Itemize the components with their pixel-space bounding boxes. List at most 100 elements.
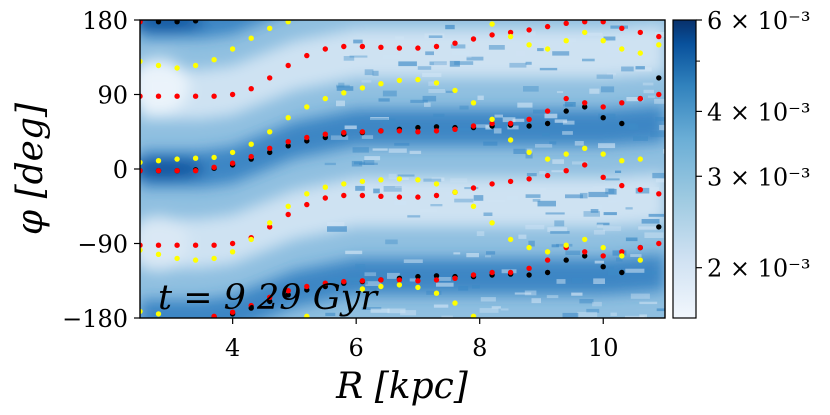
marker-black	[433, 124, 440, 130]
marker-red	[174, 242, 180, 248]
heatmap-noise-cell	[607, 200, 617, 203]
marker-red	[526, 265, 532, 271]
marker-red	[378, 128, 384, 134]
marker-red	[507, 29, 514, 36]
marker-red	[526, 116, 532, 123]
marker-red	[341, 192, 347, 199]
heatmap-noise-cell	[643, 89, 654, 94]
heatmap-noise-cell	[556, 91, 564, 94]
marker-yellow	[637, 156, 643, 162]
heatmap-noise-cell	[518, 234, 527, 239]
marker-yellow	[155, 158, 162, 164]
marker-black	[582, 104, 588, 110]
marker-yellow	[192, 62, 199, 69]
marker-red	[304, 52, 310, 59]
heatmap-noise-cell	[361, 208, 375, 212]
heatmap-noise-cell	[596, 74, 613, 79]
heatmap-noise-cell	[531, 298, 541, 304]
marker-yellow	[600, 151, 606, 157]
marker-yellow	[211, 154, 217, 161]
heatmap-noise-cell	[423, 178, 442, 182]
y-tick-label: −90	[77, 231, 128, 259]
marker-yellow	[155, 251, 162, 257]
heatmap-noise-cell	[464, 52, 472, 58]
marker-red	[489, 181, 495, 187]
marker-yellow	[378, 177, 384, 183]
series-red	[140, 20, 662, 318]
marker-red	[304, 283, 310, 290]
heatmap-noise-cell	[607, 53, 624, 58]
heatmap-noise-cell	[605, 178, 620, 181]
heatmap-noise-cell	[458, 286, 469, 291]
heatmap-noise-cell	[549, 141, 557, 145]
y-tick-label: 0	[113, 156, 128, 184]
marker-black	[526, 123, 532, 129]
heatmap-noise-cell	[388, 173, 397, 180]
marker-red	[489, 120, 495, 127]
marker-red	[396, 45, 403, 51]
y-tick-label: 180	[82, 7, 128, 35]
heatmap-noise-cell	[394, 185, 406, 188]
heatmap-noise-cell	[596, 222, 610, 226]
marker-red	[563, 95, 569, 102]
heatmap-noise-cell	[625, 207, 633, 210]
marker-yellow	[267, 25, 273, 31]
marker-yellow	[248, 141, 254, 147]
heatmap-noise-cell	[446, 191, 454, 198]
heatmap-noise-cell	[546, 295, 559, 299]
marker-red	[507, 269, 514, 276]
heatmap-noise-cell	[336, 84, 350, 88]
heatmap-noise-cell	[459, 105, 469, 110]
marker-red	[415, 278, 421, 284]
heatmap-noise-cell	[642, 82, 654, 86]
marker-yellow	[192, 257, 199, 263]
heatmap-noise-cell	[351, 160, 363, 167]
marker-black	[526, 272, 532, 278]
heatmap-noise-cell	[472, 284, 480, 289]
heatmap-noise-cell	[565, 194, 583, 199]
heatmap-noise-cell	[488, 199, 506, 203]
heatmap-noise-cell	[324, 162, 336, 166]
marker-black	[563, 108, 569, 114]
marker-red	[637, 187, 643, 193]
heatmap-noise-cell	[655, 178, 665, 183]
heatmap-noise-cell	[491, 306, 501, 309]
heatmap-noise-cell	[605, 188, 615, 194]
heatmap-noise-cell	[382, 118, 396, 125]
marker-yellow	[267, 220, 273, 226]
marker-black	[285, 143, 291, 149]
heatmap-noise-cell	[385, 239, 398, 245]
heatmap-noise-cell	[451, 50, 469, 55]
marker-red	[489, 32, 495, 38]
heatmap-noise-cell	[479, 308, 499, 313]
x-tick-label: 4	[225, 334, 240, 362]
marker-red	[396, 194, 403, 200]
heatmap-noise-cell	[400, 310, 417, 316]
heatmap-noise-cell	[424, 102, 431, 107]
heatmap-noise-cell	[603, 266, 614, 270]
heatmap-noise-cell	[625, 315, 645, 318]
marker-red	[507, 120, 514, 127]
marker-yellow	[619, 253, 625, 259]
heatmap-noise-cell	[433, 113, 445, 117]
marker-red	[470, 123, 477, 129]
series-yellow	[140, 20, 662, 318]
marker-black	[544, 269, 551, 276]
heatmap-noise-cell	[586, 308, 600, 313]
marker-yellow	[470, 100, 477, 106]
heatmap-noise-cell	[407, 194, 423, 200]
marker-red	[433, 277, 440, 283]
heatmap-noise-cell	[428, 89, 445, 93]
marker-yellow	[656, 42, 662, 48]
heatmap-noise-cell	[583, 211, 600, 217]
heatmap-noise-cell	[656, 308, 665, 312]
marker-black	[656, 75, 662, 81]
x-tick-label: 6	[349, 334, 364, 362]
marker-red	[174, 93, 180, 99]
heatmap-noise-cell	[364, 272, 377, 277]
heatmap-noise-cell	[515, 50, 526, 57]
heatmap-noise-cell	[537, 48, 544, 52]
marker-yellow	[396, 176, 403, 182]
marker-yellow	[229, 249, 236, 255]
marker-black	[415, 124, 421, 131]
